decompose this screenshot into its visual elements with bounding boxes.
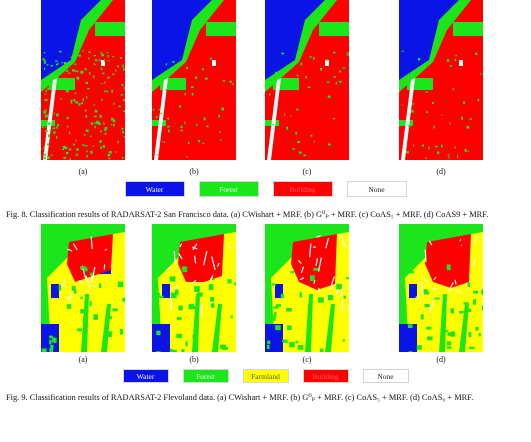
legend: Water Forest Building None [0,181,531,197]
legend-water: Water [122,369,169,383]
subfigure-label-c: (c) [302,167,312,176]
classification-map-c [265,224,349,352]
legend-building: Building [272,181,333,197]
legend-none: None [346,181,407,197]
classification-map-b [152,0,236,160]
subfigure-label-a: (a) [78,167,88,176]
classification-map-c [265,0,349,160]
figure-caption: Fig. 9. Classification results of RADARS… [6,393,474,402]
legend: Water Forest Farmland Building None [0,369,531,383]
figure-caption: Fig. 8. Classification results of RADARS… [6,210,489,219]
classification-map-a [41,224,125,352]
subfigure-label-b: (b) [189,355,199,364]
classification-map-b [152,224,236,352]
legend-none: None [362,369,409,383]
subfigure-label-c: (c) [302,355,312,364]
legend-forest: Forest [182,369,229,383]
subfigure-label-d: (d) [436,355,446,364]
legend-farmland: Farmland [242,369,289,383]
legend-forest: Forest [198,181,259,197]
classification-map-a [41,0,125,160]
legend-building: Building [302,369,349,383]
classification-map-d [399,0,483,160]
subfigure-label-a: (a) [78,355,88,364]
subfigure-label-b: (b) [189,167,199,176]
subfigure-label-d: (d) [436,167,446,176]
legend-water: Water [124,181,185,197]
classification-map-d [399,224,483,352]
